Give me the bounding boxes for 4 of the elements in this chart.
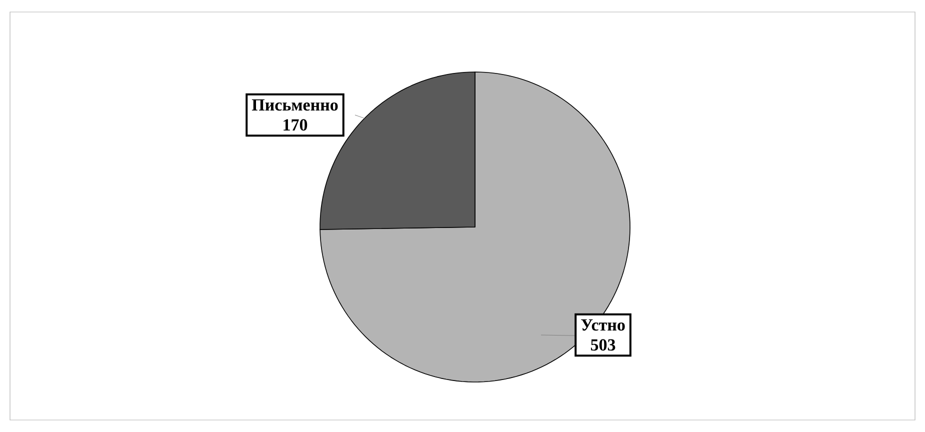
data-label: 170: [284, 119, 308, 131]
slice-label: Устно: [581, 319, 625, 331]
slice-label: Письменно: [252, 99, 338, 111]
data-label: 503: [590, 339, 616, 351]
